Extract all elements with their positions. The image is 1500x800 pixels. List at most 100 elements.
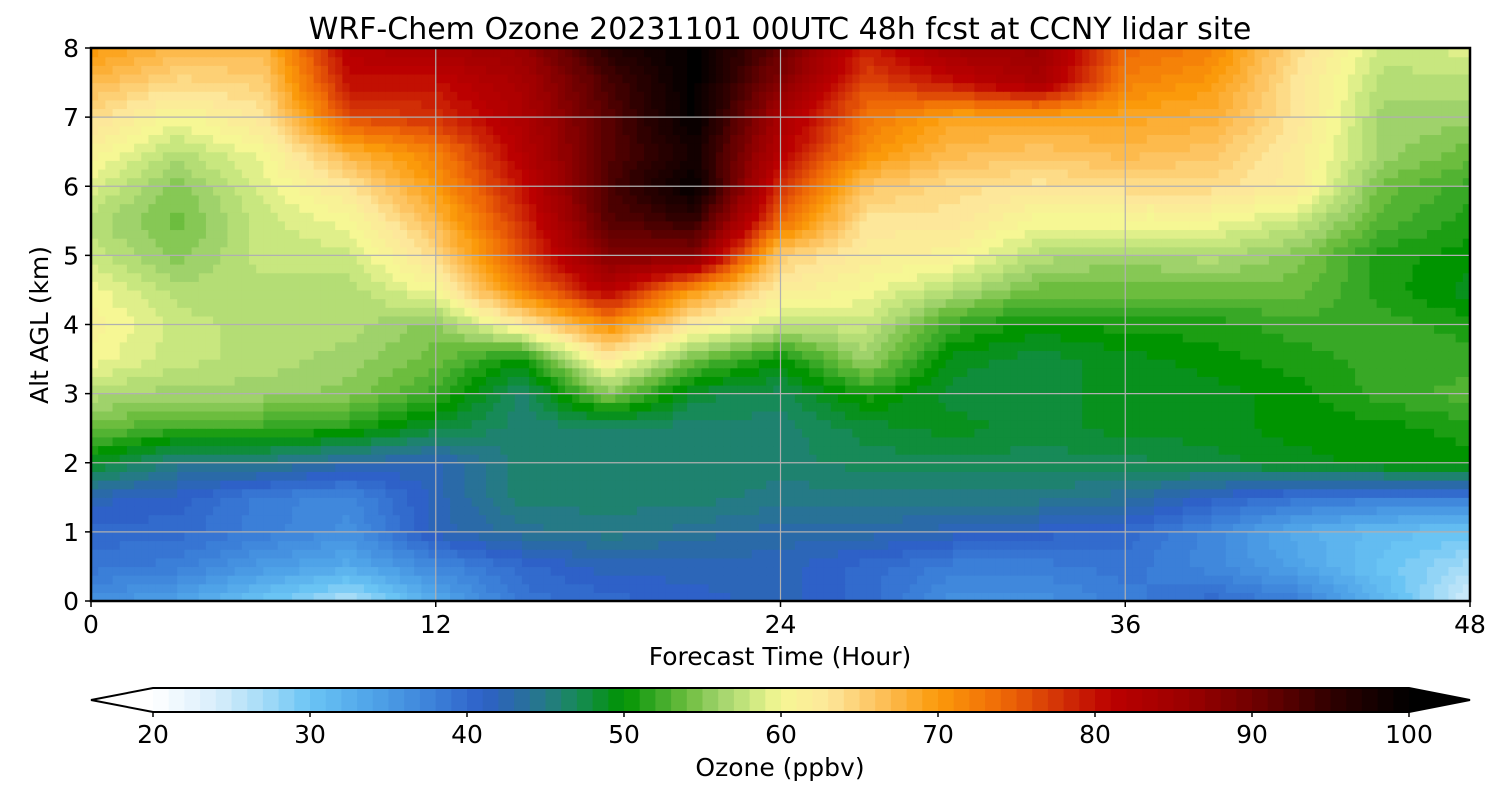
- heatmap-cell: [593, 549, 602, 559]
- heatmap-cell: [277, 384, 286, 395]
- heatmap-cell: [608, 583, 616, 593]
- heatmap-cell: [1031, 531, 1040, 542]
- heatmap-cell: [392, 497, 401, 507]
- heatmap-cell: [335, 428, 343, 438]
- heatmap-cell: [105, 505, 114, 516]
- heatmap-cell: [866, 376, 875, 386]
- heatmap-cell: [1175, 575, 1184, 585]
- heatmap-cell: [1118, 471, 1126, 481]
- heatmap-cell: [1376, 419, 1385, 429]
- heatmap-cell: [1448, 480, 1457, 490]
- heatmap-cell: [802, 376, 810, 386]
- heatmap-cell: [995, 428, 1004, 438]
- heatmap-cell: [902, 428, 911, 438]
- heatmap-cell: [723, 488, 731, 498]
- heatmap-cell: [1103, 402, 1112, 412]
- heatmap-cell: [859, 419, 868, 429]
- heatmap-cell: [342, 419, 351, 429]
- heatmap-cell: [1225, 480, 1234, 490]
- heatmap-cell: [866, 592, 875, 601]
- heatmap-cell: [1455, 505, 1464, 516]
- heatmap-cell: [751, 428, 760, 438]
- heatmap-cell: [507, 410, 516, 421]
- heatmap-cell: [1311, 428, 1320, 438]
- heatmap-cell: [385, 566, 394, 576]
- heatmap-cell: [536, 402, 545, 412]
- heatmap-cell: [277, 471, 286, 481]
- heatmap-cell: [1297, 462, 1306, 472]
- heatmap-cell: [529, 592, 537, 601]
- heatmap-cell: [320, 540, 329, 550]
- heatmap-cell: [1118, 583, 1126, 593]
- heatmap-cell: [263, 505, 272, 516]
- heatmap-cell: [766, 488, 774, 498]
- heatmap-cell: [1031, 549, 1040, 559]
- heatmap-cell: [794, 462, 803, 472]
- heatmap-cell: [1139, 557, 1148, 568]
- heatmap-cell: [672, 488, 681, 498]
- heatmap-cell: [1010, 393, 1019, 403]
- heatmap-cell: [284, 393, 293, 403]
- heatmap-cell: [708, 557, 717, 568]
- heatmap-cell: [1434, 428, 1442, 438]
- heatmap-cell: [766, 376, 774, 386]
- heatmap-cell: [816, 566, 825, 576]
- heatmap-cell: [715, 488, 724, 498]
- heatmap-cell: [421, 583, 430, 593]
- heatmap-cell: [493, 531, 501, 542]
- heatmap-cell: [787, 471, 796, 481]
- heatmap-cell: [909, 419, 918, 429]
- heatmap-cell: [162, 393, 171, 403]
- heatmap-cell: [1232, 514, 1241, 524]
- heatmap-cell: [1297, 445, 1306, 455]
- heatmap-cell: [1390, 540, 1399, 550]
- heatmap-cell: [1218, 497, 1227, 507]
- heatmap-cell: [629, 592, 638, 601]
- heatmap-cell: [960, 566, 968, 576]
- heatmap-cell: [1046, 488, 1055, 498]
- heatmap-cell: [960, 436, 968, 447]
- heatmap-cell: [543, 462, 552, 472]
- heatmap-cell: [1060, 523, 1069, 533]
- heatmap-cell: [945, 505, 954, 516]
- heatmap-cell: [356, 393, 365, 403]
- heatmap-cell: [794, 505, 803, 516]
- heatmap-cell: [1046, 393, 1055, 403]
- heatmap-cell: [687, 575, 695, 585]
- heatmap-cell: [780, 549, 789, 559]
- heatmap-cell: [751, 445, 760, 455]
- heatmap-cell: [823, 583, 832, 593]
- heatmap-cell: [1276, 566, 1284, 576]
- heatmap-cell: [550, 592, 559, 601]
- heatmap-cell: [349, 471, 358, 481]
- heatmap-cell: [91, 436, 99, 447]
- heatmap-cell: [1290, 514, 1299, 524]
- heatmap-cell: [1311, 393, 1320, 403]
- heatmap-cell: [98, 384, 106, 395]
- heatmap-cell: [249, 549, 257, 559]
- heatmap-cell: [249, 523, 257, 533]
- heatmap-cell: [1390, 428, 1399, 438]
- heatmap-cell: [651, 436, 659, 447]
- heatmap-cell: [134, 583, 142, 593]
- heatmap-cell: [1247, 531, 1256, 542]
- heatmap-cell: [1017, 566, 1026, 576]
- heatmap-cell: [464, 549, 473, 559]
- heatmap-cell: [198, 488, 207, 498]
- heatmap-cell: [1390, 393, 1399, 403]
- heatmap-cell: [1455, 523, 1464, 533]
- heatmap-cell: [967, 497, 976, 507]
- heatmap-cell: [1082, 505, 1090, 516]
- heatmap-cell: [636, 462, 645, 472]
- heatmap-cell: [794, 583, 803, 593]
- heatmap-cell: [1089, 514, 1098, 524]
- heatmap-cell: [1031, 462, 1040, 472]
- heatmap-cell: [1333, 566, 1342, 576]
- heatmap-cell: [622, 471, 631, 481]
- heatmap-cell: [1261, 523, 1270, 533]
- heatmap-cell: [1383, 592, 1392, 601]
- heatmap-cell: [1146, 592, 1155, 601]
- heatmap-cell: [866, 575, 875, 585]
- heatmap-cell: [1161, 523, 1169, 533]
- heatmap-cell: [658, 523, 667, 533]
